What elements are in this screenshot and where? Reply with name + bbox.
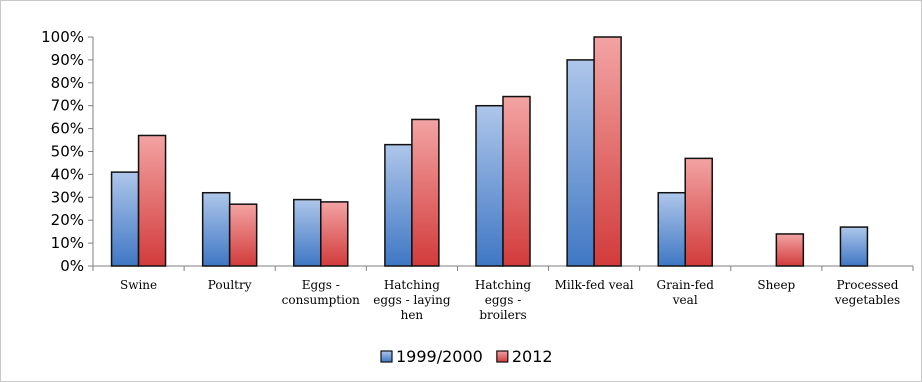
y-tick-label: 10% bbox=[51, 234, 84, 252]
y-tick-label: 60% bbox=[51, 120, 84, 138]
legend-label: 2012 bbox=[512, 347, 553, 366]
bar-series-2 bbox=[775, 233, 805, 267]
legend-label: 1999/2000 bbox=[396, 347, 483, 366]
y-tick-label: 70% bbox=[51, 97, 84, 115]
bar-series-1 bbox=[201, 191, 231, 267]
bar-series-2 bbox=[137, 134, 167, 267]
bar-series-1 bbox=[566, 59, 595, 267]
bar-series-2 bbox=[593, 36, 622, 267]
x-tick-label: Eggs -consumption bbox=[282, 278, 361, 307]
legend: 1999/2000 2012 bbox=[380, 347, 553, 366]
bar-series-2 bbox=[411, 118, 440, 267]
bar-series-1 bbox=[839, 226, 869, 267]
x-tick-label: Sheep bbox=[757, 278, 795, 292]
bar-series-2 bbox=[320, 201, 349, 267]
bar-series-1 bbox=[110, 171, 140, 267]
x-axis: Swine Poultry Eggs -consumption Hatching egg… bbox=[92, 265, 914, 322]
y-tick-label: 40% bbox=[51, 165, 84, 183]
legend-swatch bbox=[380, 350, 393, 363]
x-tick-label: Milk-fed veal bbox=[555, 278, 634, 292]
y-tick-label: 30% bbox=[51, 188, 84, 206]
bar-series-2 bbox=[684, 157, 713, 267]
legend-swatch bbox=[496, 350, 509, 363]
x-tick-label: Grain-fed veal bbox=[657, 278, 715, 307]
y-tick-label: 50% bbox=[51, 143, 84, 161]
y-axis: 0% 10% 20% 30% 40% 50% 60% 70% 80% 90% 100% bbox=[41, 28, 94, 275]
y-tick-label: 100% bbox=[41, 28, 84, 46]
y-tick-label: 80% bbox=[51, 74, 84, 92]
bars-group bbox=[110, 36, 869, 267]
x-tick-label: Hatching eggs -broilers bbox=[475, 278, 531, 322]
bar-series-1 bbox=[293, 198, 322, 267]
y-tick-label: 0% bbox=[60, 257, 84, 275]
bar-series-2 bbox=[502, 95, 531, 267]
y-tick-label: 90% bbox=[51, 51, 84, 69]
bar-series-2 bbox=[228, 203, 258, 267]
bar-series-1 bbox=[475, 104, 504, 267]
x-tick-label: Poultry bbox=[208, 278, 252, 292]
x-tick-label: Processed vegetables bbox=[834, 278, 900, 307]
y-tick-label: 20% bbox=[51, 211, 84, 229]
x-tick-label: Hatching eggs - laying hen bbox=[373, 278, 451, 322]
bar-series-1 bbox=[384, 143, 413, 267]
x-tick-label: Swine bbox=[120, 278, 157, 292]
bar-series-1 bbox=[657, 191, 686, 267]
